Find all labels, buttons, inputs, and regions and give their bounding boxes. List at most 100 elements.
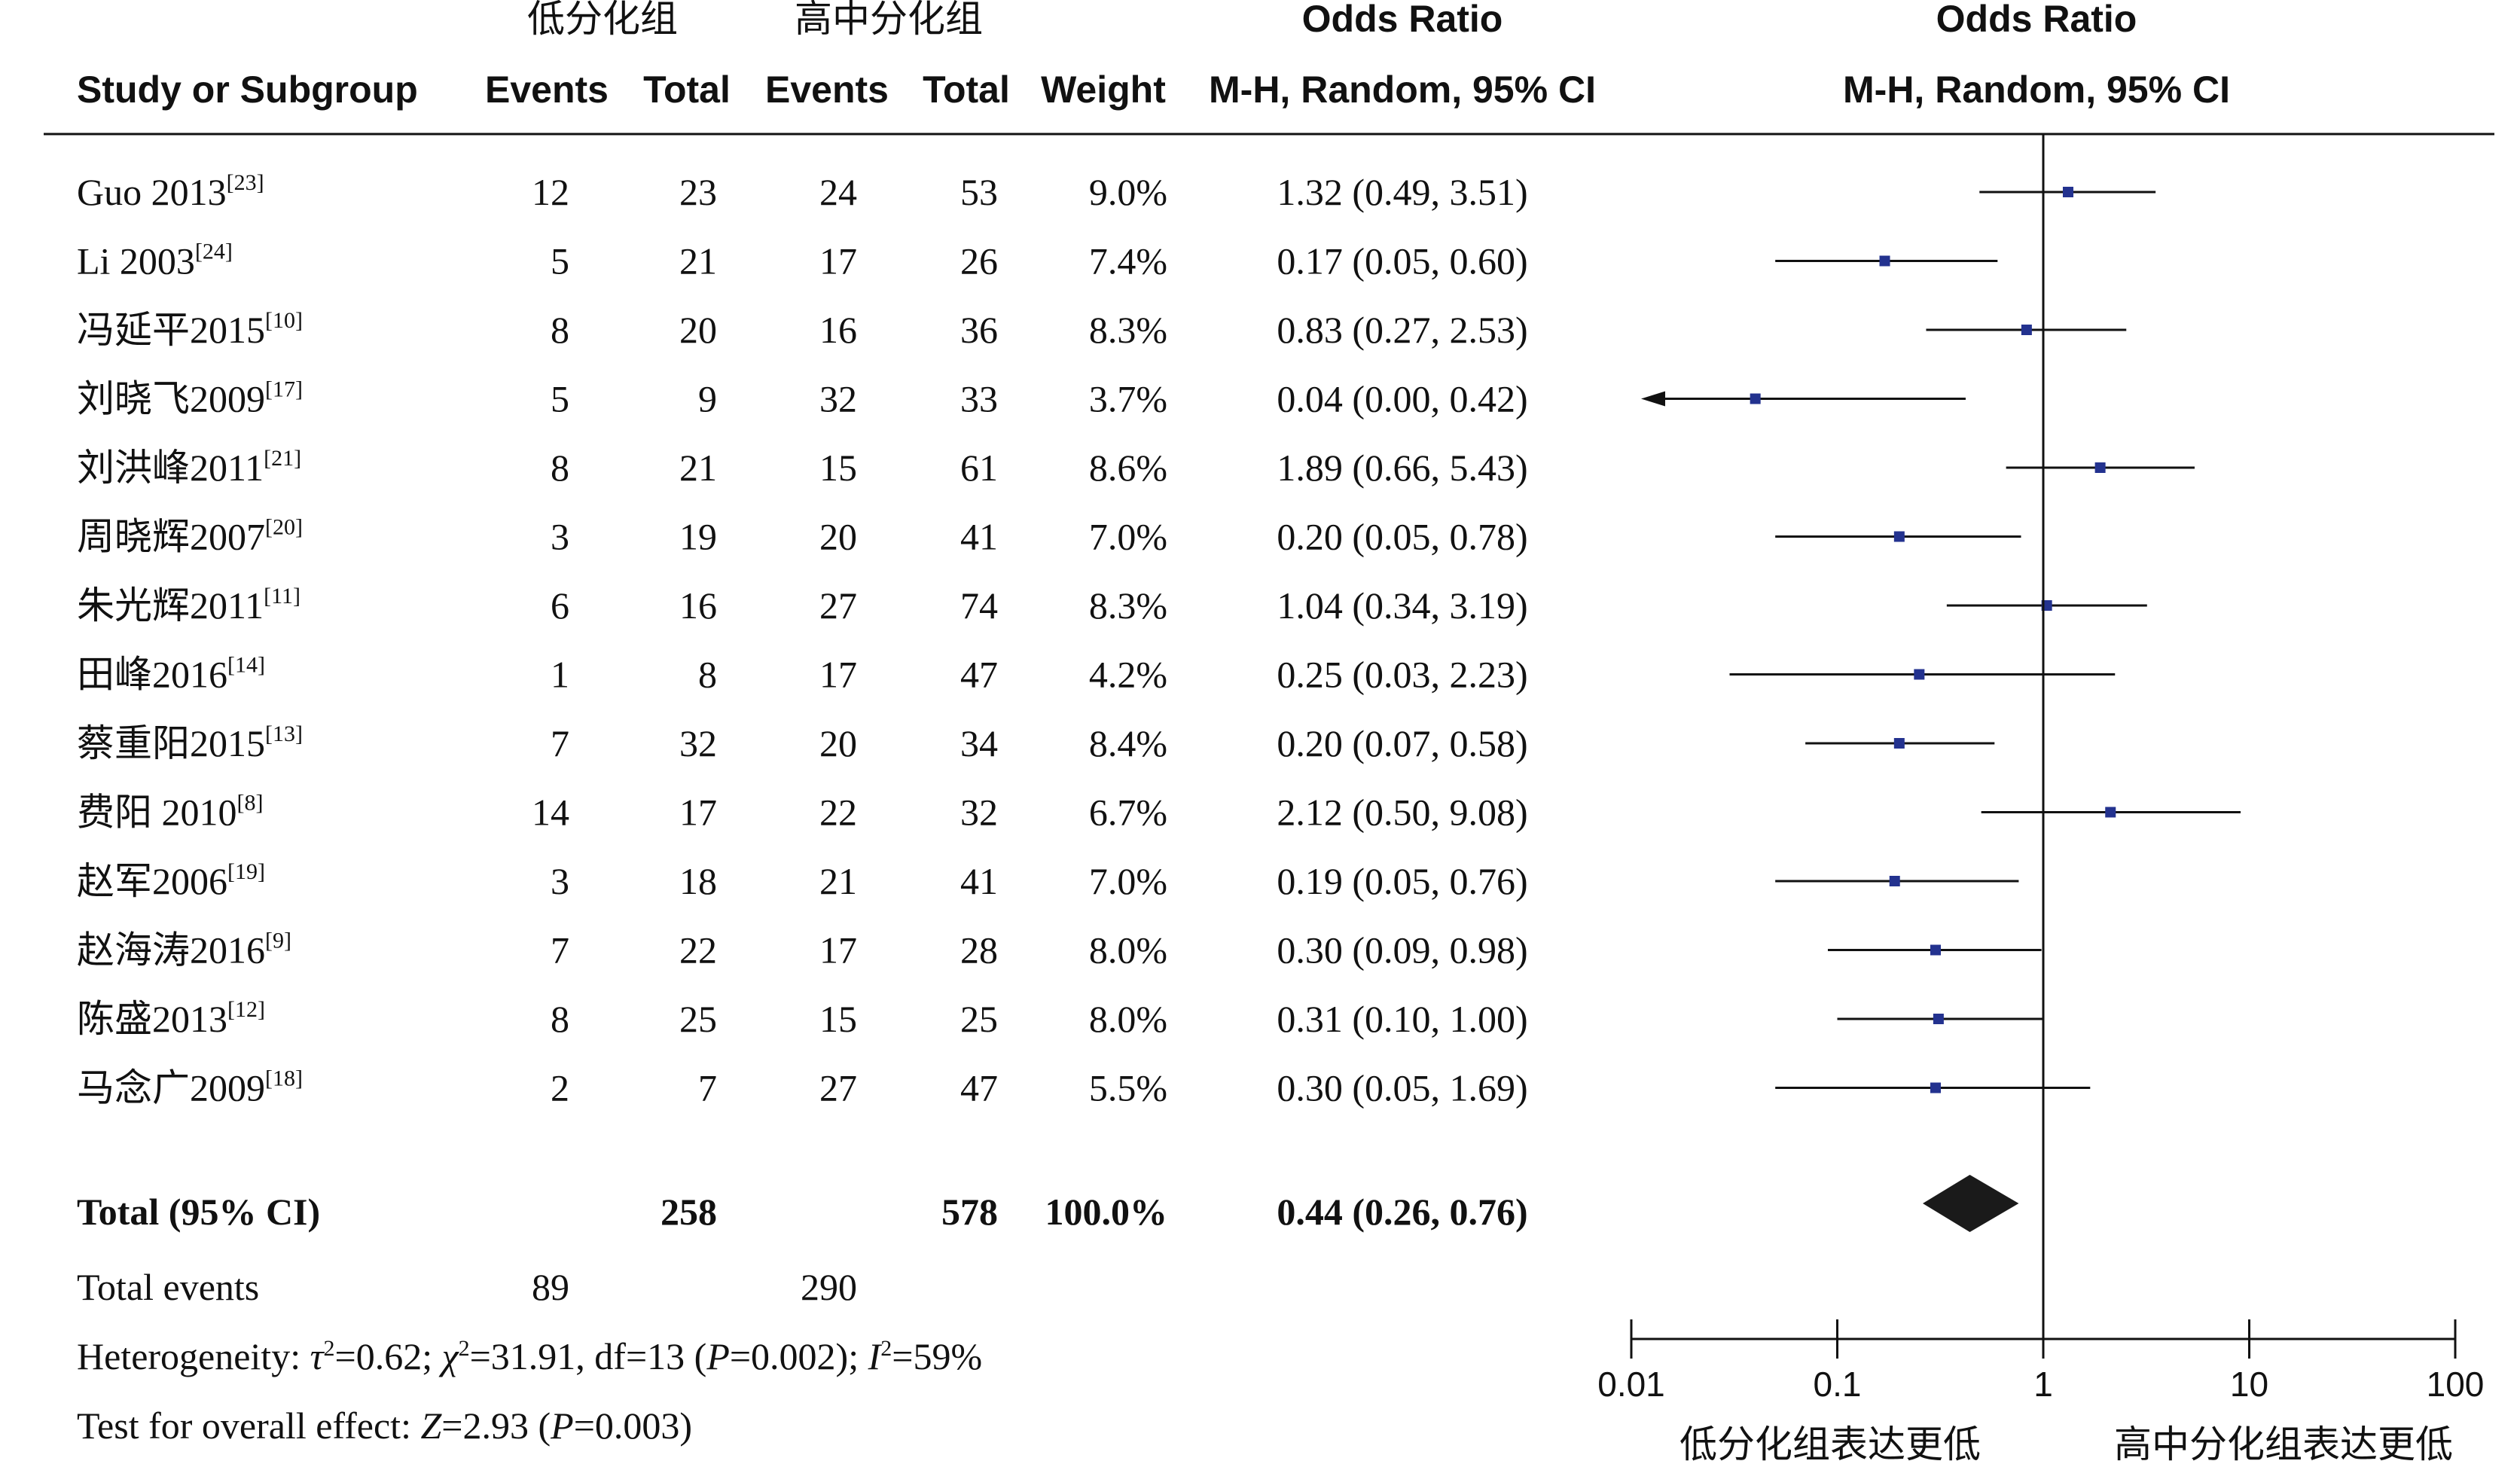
weight-cell: 4.2% (1089, 654, 1167, 696)
study-name: 蔡重阳2015[13] (77, 721, 303, 764)
study-name: 马念广2009[18] (77, 1066, 303, 1109)
or-ci-cell: 1.89 (0.66, 5.43) (1277, 447, 1527, 489)
point-estimate (1889, 876, 1900, 886)
total2-cell: 61 (960, 447, 998, 489)
axis-tick-label: 0.01 (1597, 1365, 1665, 1404)
point-estimate (1930, 1082, 1941, 1093)
point-estimate (2094, 462, 2106, 473)
events1-cell: 1 (551, 654, 569, 696)
total1-header: Total (643, 69, 731, 111)
favours-left-label: 低分化组表达更低 (1679, 1423, 1981, 1466)
study-name: 周晓辉2007[20] (77, 515, 303, 558)
events2-cell: 32 (819, 378, 857, 420)
weight-cell: 9.0% (1089, 171, 1167, 213)
weight-cell: 7.0% (1089, 860, 1167, 902)
total1-cell: 20 (679, 309, 717, 351)
or-ci-cell: 0.31 (0.10, 1.00) (1277, 998, 1527, 1040)
total1-cell: 25 (679, 998, 717, 1040)
events2-cell: 17 (819, 929, 857, 971)
point-estimate (1893, 738, 1905, 749)
total-weight: 100.0% (1045, 1191, 1168, 1233)
total-events-label: Total events (77, 1266, 259, 1308)
point-estimate (1879, 255, 1890, 267)
odds-ratio-header-right: Odds Ratio (1936, 0, 2137, 40)
total2-cell: 47 (960, 654, 998, 696)
or-ci-cell: 1.04 (0.34, 3.19) (1277, 584, 1527, 627)
total-or-text: 0.44 (0.26, 0.76) (1277, 1191, 1527, 1233)
total2-cell: 34 (960, 722, 998, 764)
total1-cell: 22 (679, 929, 717, 971)
point-estimate (2021, 325, 2032, 335)
weight-header: Weight (1041, 69, 1166, 111)
total1-cell: 19 (679, 516, 717, 558)
or-ci-cell: 0.04 (0.00, 0.42) (1277, 378, 1527, 420)
events1-cell: 8 (551, 998, 569, 1040)
study-name: 田峰2016[14] (77, 653, 265, 696)
or-ci-cell: 0.17 (0.05, 0.60) (1277, 240, 1527, 282)
events1-cell: 5 (551, 240, 569, 282)
total2-header: Total (923, 69, 1010, 111)
events2-cell: 17 (819, 654, 857, 696)
total2-value: 578 (941, 1191, 998, 1233)
study-name: 朱光辉2011[11] (77, 584, 301, 627)
total2-cell: 41 (960, 860, 998, 902)
study-name: 费阳 2010[8] (77, 791, 263, 834)
axis-tick-label: 0.1 (1814, 1365, 1862, 1404)
or-ci-cell: 0.30 (0.09, 0.98) (1277, 929, 1527, 971)
events2-cell: 27 (819, 1067, 857, 1109)
point-estimate (1914, 669, 1925, 680)
weight-cell: 3.7% (1089, 378, 1167, 420)
study-name: 赵军2006[19] (77, 859, 265, 902)
events2-cell: 20 (819, 516, 857, 558)
or-ci-cell: 0.20 (0.05, 0.78) (1277, 516, 1527, 558)
axis-tick-label: 1 (2033, 1365, 2053, 1404)
point-estimate (1933, 1014, 1944, 1024)
point-estimate (1750, 393, 1761, 404)
total1-cell: 9 (698, 378, 717, 420)
weight-cell: 8.4% (1089, 722, 1167, 764)
total1-cell: 8 (698, 654, 717, 696)
events2-cell: 22 (819, 791, 857, 834)
x-axis: 0.01 0.1 1 10 100 (1597, 1319, 2484, 1404)
total2-cell: 41 (960, 516, 998, 558)
total2-cell: 74 (960, 584, 998, 627)
weight-cell: 8.3% (1089, 309, 1167, 351)
total-events1: 89 (532, 1266, 569, 1308)
events1-cell: 14 (532, 791, 569, 834)
weight-cell: 8.0% (1089, 998, 1167, 1040)
overall-effect-text: Test for overall effect: Z=2.93 (P=0.003… (77, 1404, 692, 1447)
total2-cell: 47 (960, 1067, 998, 1109)
heterogeneity-text: Heterogeneity: τ2=0.62; χ2=31.91, df=13 … (77, 1335, 982, 1377)
weight-cell: 7.0% (1089, 516, 1167, 558)
odds-ratio-header-left: Odds Ratio (1302, 0, 1503, 40)
method-header-right: M-H, Random, 95% CI (1843, 69, 2230, 111)
total1-cell: 17 (679, 791, 717, 834)
total2-cell: 26 (960, 240, 998, 282)
group2-header: 高中分化组 (795, 0, 983, 41)
study-name: 赵海涛2016[9] (77, 929, 291, 971)
study-header: Study or Subgroup (77, 69, 418, 111)
plot-marks (1641, 134, 2241, 1339)
events2-header: Events (765, 69, 889, 111)
total-label: Total (95% CI) (77, 1191, 320, 1233)
or-ci-cell: 1.32 (0.49, 3.51) (1277, 171, 1527, 213)
group1-header: 低分化组 (527, 0, 678, 41)
total2-cell: 32 (960, 791, 998, 834)
weight-cell: 5.5% (1089, 1067, 1167, 1109)
events2-cell: 20 (819, 722, 857, 764)
events1-cell: 2 (551, 1067, 569, 1109)
study-name: 陈盛2013[12] (77, 997, 265, 1040)
events1-cell: 8 (551, 309, 569, 351)
events2-cell: 15 (819, 447, 857, 489)
total1-cell: 32 (679, 722, 717, 764)
total1-cell: 23 (679, 171, 717, 213)
events1-cell: 5 (551, 378, 569, 420)
weight-cell: 8.3% (1089, 584, 1167, 627)
point-estimate (1930, 944, 1941, 956)
point-estimate (2105, 807, 2116, 818)
point-estimate (1893, 531, 1905, 542)
weight-cell: 7.4% (1089, 240, 1167, 282)
or-ci-cell: 0.83 (0.27, 2.53) (1277, 309, 1527, 351)
total2-cell: 25 (960, 998, 998, 1040)
